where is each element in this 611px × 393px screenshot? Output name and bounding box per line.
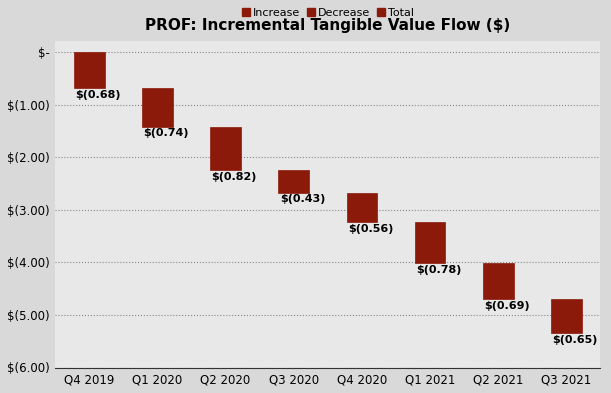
Bar [142,88,173,127]
Text: $(0.69): $(0.69) [485,301,530,311]
Text: $(0.78): $(0.78) [416,264,461,275]
Bar [74,52,104,88]
Text: $(0.56): $(0.56) [348,224,393,233]
Bar [279,170,309,193]
Bar [210,127,241,170]
Bar [483,263,513,299]
Bar [346,193,377,222]
Text: $(0.65): $(0.65) [552,335,598,345]
Text: $(0.74): $(0.74) [144,129,189,138]
Bar [415,222,445,263]
Legend: Increase, Decrease, Total: Increase, Decrease, Total [237,4,419,23]
Bar [551,299,582,333]
Title: PROF: Incremental Tangible Value Flow ($): PROF: Incremental Tangible Value Flow ($… [145,18,510,33]
Text: $(0.43): $(0.43) [280,194,325,204]
Text: $(0.68): $(0.68) [75,90,121,99]
Text: $(0.82): $(0.82) [211,171,257,182]
